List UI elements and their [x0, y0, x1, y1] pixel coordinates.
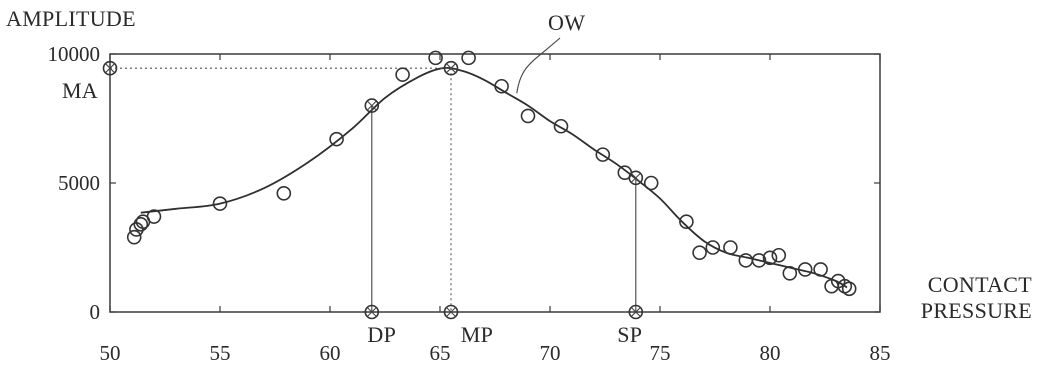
marker-dp-on-axis-cross-b	[366, 307, 377, 317]
marker-sp-on-axis-ring	[628, 304, 644, 320]
marker-sp-on-axis-cross-b	[630, 307, 641, 317]
marker-dp-on-curve-ring	[364, 98, 380, 113]
sp-label: SP	[617, 322, 642, 347]
data-point	[133, 216, 149, 232]
envelope-label: OW	[548, 10, 585, 35]
data-point	[738, 253, 754, 268]
data-point	[276, 186, 292, 201]
envelope-layer	[140, 66, 848, 289]
data-point	[520, 108, 536, 124]
x-tick-label: 75	[650, 341, 671, 365]
x-tick-label: 70	[540, 341, 561, 365]
data-point	[692, 245, 707, 260]
max-amplitude-label: MA	[62, 78, 98, 103]
marker-dp-on-axis-ring	[364, 304, 380, 320]
marker-sp-on-axis	[628, 304, 644, 320]
y-tick-label: 10000	[48, 42, 101, 66]
y-axis-label: AMPLITUDE	[6, 6, 136, 31]
x-tick-label: 80	[760, 341, 781, 365]
data-point	[146, 209, 162, 224]
marker-dp-on-curve	[364, 98, 380, 113]
x-tick-label: 60	[320, 341, 341, 365]
data-point	[595, 147, 611, 162]
x-tick-label: 65	[430, 341, 451, 365]
mp-label: MP	[461, 322, 493, 347]
marker-sp-on-curve	[628, 170, 644, 186]
max-amplitude-marker-cross-b	[105, 63, 115, 74]
data-point	[813, 262, 828, 277]
data-point	[643, 175, 659, 191]
marker-mp-on-axis	[443, 304, 459, 320]
data-point	[428, 50, 443, 66]
axes: 50 55 60 65 70 75 80 85 0 5000 10000	[48, 42, 891, 365]
data-point	[679, 214, 694, 229]
data-point	[771, 247, 787, 263]
max-amplitude-marker-ring	[102, 60, 118, 76]
max-amplitude-marker	[102, 60, 118, 76]
x-axis-label-line-1: CONTACT	[928, 272, 1032, 297]
data-point	[797, 262, 813, 277]
data-point	[553, 118, 569, 134]
marker-sp-on-curve-ring	[628, 170, 644, 186]
data-points	[126, 50, 857, 297]
marker-sp-on-curve-cross-b	[630, 172, 641, 183]
data-point	[461, 50, 476, 66]
x-axis-label-line-2: PRESSURE	[921, 298, 1032, 323]
marker-dp-on-curve-cross-b	[366, 100, 377, 111]
x-tick-label: 55	[210, 341, 231, 365]
y-tick-label: 5000	[58, 171, 100, 195]
x-tick-label: 85	[870, 341, 891, 365]
data-point	[782, 265, 798, 281]
guide-lines	[110, 37, 637, 312]
data-point	[126, 229, 142, 245]
data-point	[841, 281, 857, 297]
data-point	[212, 196, 228, 211]
data-point	[395, 67, 410, 82]
data-point	[723, 240, 738, 255]
x-tick-label: 50	[100, 341, 121, 365]
marker-mp-on-axis-ring	[443, 304, 459, 320]
data-point	[329, 131, 344, 147]
marker-mp-on-axis-cross-b	[446, 307, 456, 317]
plot-frame	[109, 53, 881, 313]
marker-dp-on-axis	[364, 304, 380, 320]
data-point	[762, 250, 778, 266]
data-point	[705, 240, 721, 255]
y-tick-label: 0	[90, 300, 101, 324]
data-point	[751, 253, 767, 268]
data-point	[494, 78, 509, 94]
marker-mp-on-curve-ring	[443, 60, 459, 76]
marker-points	[102, 60, 644, 320]
dp-label: DP	[367, 322, 396, 347]
envelope-curve	[140, 66, 848, 289]
marker-mp-on-curve-cross-b	[446, 63, 456, 74]
chart-labels: AMPLITUDE CONTACT PRESSURE OW MA DP MP S…	[6, 6, 1032, 347]
envelope-leader-line	[516, 37, 561, 94]
marker-mp-on-curve	[443, 60, 459, 76]
